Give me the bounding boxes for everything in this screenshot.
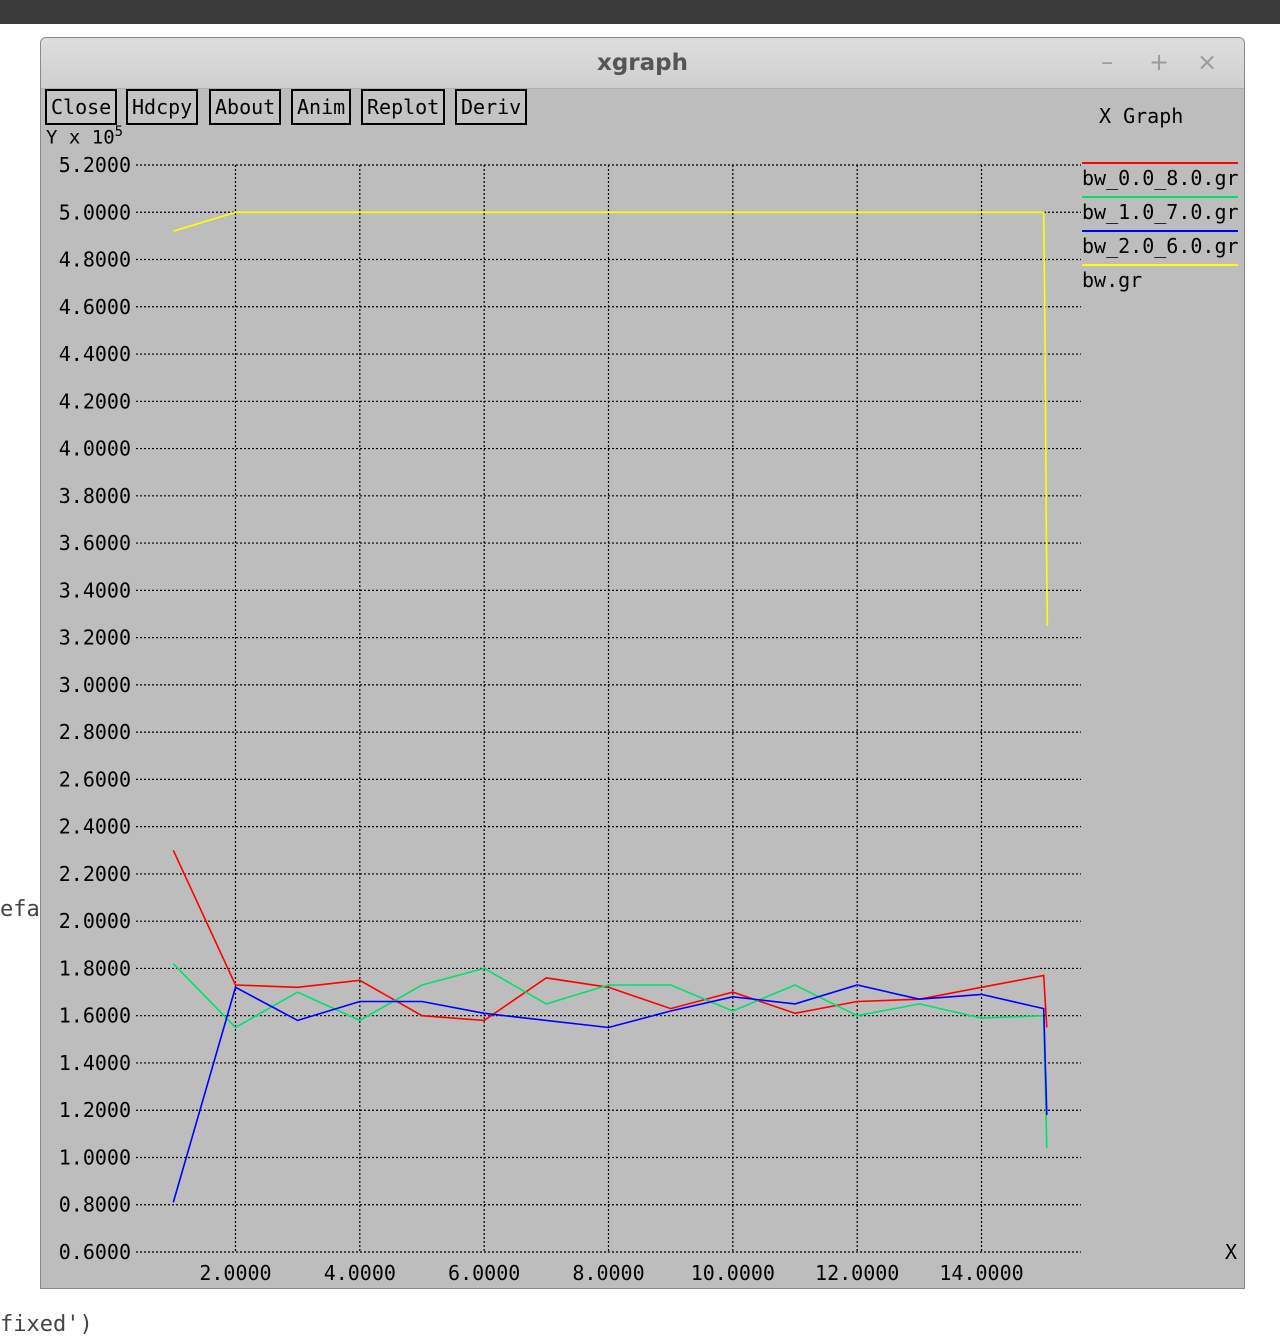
y-tick-label: 5.0000	[59, 200, 131, 224]
y-tick-label: 2.2000	[59, 862, 131, 886]
y-axis-unit-label: Y x 105	[46, 124, 123, 148]
x-tick-label: 6.0000	[448, 1261, 520, 1285]
y-tick-label: 4.4000	[59, 342, 131, 366]
y-tick-label: 5.2000	[59, 153, 131, 177]
x-tick-label: 10.0000	[691, 1261, 775, 1285]
y-axis-unit-base: Y x 10	[46, 126, 115, 149]
y-tick-label: 1.2000	[59, 1098, 131, 1122]
y-tick-label: 4.6000	[59, 295, 131, 319]
about-button[interactable]: About	[209, 89, 282, 125]
desktop-top-bar	[0, 0, 1280, 24]
background-terminal-text: efa	[0, 897, 40, 922]
x-axis-label: X	[1225, 1240, 1238, 1264]
window-title: xgraph	[596, 50, 688, 76]
y-tick-label: 2.4000	[59, 815, 131, 839]
legend-label: bw_1.0_7.0.gr	[1082, 200, 1239, 224]
y-tick-label: 4.8000	[59, 248, 131, 272]
legend-label: bw_0.0_8.0.gr	[1082, 166, 1239, 190]
series-line	[173, 211, 1049, 626]
x-tick-label: 4.0000	[324, 1261, 396, 1285]
maximize-icon[interactable]: +	[1149, 48, 1170, 76]
minimize-icon[interactable]: –	[1101, 48, 1113, 76]
window-titlebar[interactable]: xgraph – + ×	[41, 38, 1244, 89]
y-tick-label: 2.0000	[59, 909, 131, 933]
y-tick-label: 1.8000	[59, 956, 131, 980]
y-tick-label: 4.2000	[59, 389, 131, 413]
y-tick-label: 0.8000	[59, 1193, 131, 1217]
legend-label: bw_2.0_6.0.gr	[1082, 234, 1239, 258]
replot-button[interactable]: Replot	[361, 89, 446, 125]
x-tick-label: 14.0000	[939, 1261, 1023, 1285]
y-tick-label: 3.6000	[59, 531, 131, 555]
y-tick-label: 3.0000	[59, 673, 131, 697]
series-line	[172, 849, 1048, 1028]
series-line	[172, 984, 1048, 1203]
y-tick-label: 1.6000	[59, 1004, 131, 1028]
y-tick-label: 1.4000	[59, 1051, 131, 1075]
deriv-button[interactable]: Deriv	[455, 89, 528, 125]
y-axis-unit-exponent: 5	[114, 124, 124, 140]
x-tick-label: 8.0000	[572, 1261, 644, 1285]
y-tick-label: 2.8000	[59, 720, 131, 744]
y-tick-label: 4.0000	[59, 437, 131, 461]
line-chart: 0.6000 0.8000 1.0000 1.2000 1.4000 1.6000 1.80…	[59, 153, 1239, 1285]
close-button[interactable]: Close	[45, 89, 118, 125]
background-terminal-text-bottom: fixed')	[0, 1312, 93, 1337]
hdcpy-button[interactable]: Hdcpy	[126, 89, 199, 125]
y-tick-label: 1.0000	[59, 1145, 131, 1169]
anim-button[interactable]: Anim	[291, 89, 352, 125]
series-line	[172, 963, 1048, 1149]
x-tick-label: 2.0000	[199, 1261, 271, 1285]
close-window-icon[interactable]: ×	[1197, 48, 1218, 76]
y-tick-label: 2.6000	[59, 767, 131, 791]
xgraph-window: xgraph – + × 0.6000 0.8000 1.0000 1.2000 1.4…	[40, 37, 1245, 1289]
y-tick-label: 3.4000	[59, 578, 131, 602]
x-tick-label: 12.0000	[815, 1261, 899, 1285]
legend-label: bw.gr	[1082, 268, 1142, 292]
y-tick-label: 0.6000	[59, 1240, 131, 1264]
y-tick-label: 3.2000	[59, 626, 131, 650]
y-tick-label: 3.8000	[59, 484, 131, 508]
chart-title: X Graph	[1099, 104, 1184, 128]
